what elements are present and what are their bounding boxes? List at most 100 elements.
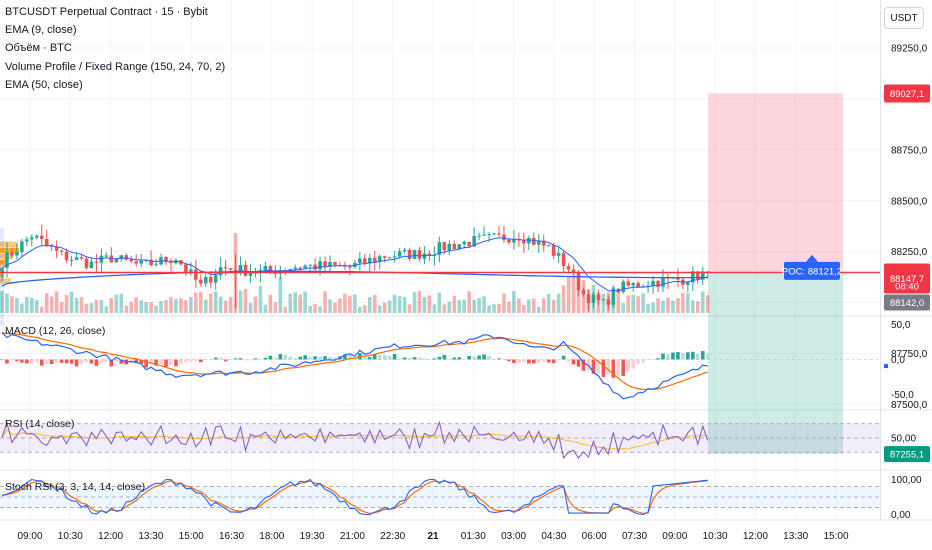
macd-histogram-bar — [49, 359, 54, 365]
macd-histogram-bar — [576, 359, 581, 367]
currency-button[interactable]: USDT — [884, 7, 924, 29]
macd-histogram-bar — [392, 353, 397, 360]
macd-histogram-bar — [15, 359, 19, 362]
volume-bar — [705, 295, 710, 313]
ema50-line — [1, 270, 708, 287]
volume-bar — [631, 294, 635, 313]
volume-bar — [353, 294, 357, 313]
macd-histogram-bar — [154, 359, 158, 366]
candle-body — [228, 268, 233, 270]
candle-body — [566, 266, 571, 270]
chart-grid — [0, 0, 932, 521]
volume-bar — [382, 302, 387, 313]
candle-body — [169, 262, 173, 264]
candle-body — [99, 255, 104, 263]
legend-macd[interactable]: MACD (12, 26, close) — [5, 325, 106, 337]
candle-body — [194, 269, 198, 280]
volume-bar — [492, 304, 496, 313]
volume-bar — [546, 293, 551, 313]
macd-histogram-bar — [666, 354, 670, 360]
volume-bar — [69, 291, 74, 313]
volume-bar — [174, 298, 178, 313]
stop-price-badge: 87255,1 — [890, 450, 924, 461]
candle-body — [576, 271, 581, 291]
legend-volume[interactable]: Объём · BTC — [5, 42, 72, 54]
volume-bar — [184, 300, 188, 313]
legend-ema9[interactable]: EMA (9, close) — [5, 24, 77, 36]
volume-bar — [497, 304, 501, 313]
macd-histogram-bar — [313, 356, 317, 360]
candle-body — [556, 253, 561, 256]
macd-histogram-bar — [571, 359, 576, 365]
vp-row — [0, 260, 5, 266]
vp-row-faint — [0, 252, 4, 259]
candle-body — [293, 267, 298, 270]
macd-histogram-bar — [184, 359, 188, 363]
volume-bar — [502, 293, 506, 313]
macd-histogram-bar — [323, 356, 327, 360]
candle-body — [154, 264, 158, 266]
candle-body — [318, 261, 322, 270]
macd-histogram-bar — [189, 359, 193, 362]
legend-rsi[interactable]: RSI (14, close) — [5, 418, 75, 430]
volume-bar — [407, 304, 412, 313]
candle-body — [502, 234, 506, 240]
candle-body — [661, 277, 665, 287]
time-axis[interactable]: 09:00 10:30 12:00 13:30 15:00 16:30 18:00 19:30… — [17, 531, 848, 542]
candle-body — [114, 258, 119, 263]
candle-body — [54, 246, 59, 251]
time-tick-label: 13:30 — [783, 531, 808, 542]
volume-bar — [626, 295, 631, 313]
candle-body — [243, 264, 248, 276]
candle-body — [477, 235, 481, 237]
price-axis[interactable]: 89250,0 88750,0 88500,0 88250,0 87750,0 87500… — [891, 44, 928, 521]
candle-body — [442, 242, 447, 251]
macd-histogram-bar — [487, 355, 491, 360]
candle-body — [392, 256, 397, 258]
volume-bar — [387, 300, 392, 313]
price-tick-label: 89250,0 — [891, 44, 928, 55]
macd-histogram-bar — [20, 359, 24, 363]
legend-volume-profile[interactable]: Volume Profile / Fixed Range (150, 24, 7… — [5, 61, 226, 73]
macd-histogram-bar — [114, 359, 119, 362]
volume-bar — [144, 301, 148, 313]
volume-bar — [566, 276, 571, 313]
legend-ema50[interactable]: EMA (50, close) — [5, 79, 83, 91]
volume-bar — [25, 296, 29, 313]
candle-body — [348, 266, 352, 268]
volume-bar — [203, 299, 208, 313]
volume-bar — [104, 306, 109, 313]
candle-body — [631, 283, 635, 286]
volume-bar — [651, 302, 655, 313]
macd-histogram-bar — [681, 352, 685, 360]
macd-histogram-bar — [507, 359, 511, 362]
volume-bar — [447, 301, 452, 313]
candle-body — [551, 245, 556, 256]
macd-histogram-bar — [298, 356, 302, 360]
candle-body — [124, 255, 129, 260]
macd-histogram-bar — [591, 359, 596, 374]
macd-histogram-bar — [502, 359, 506, 360]
macd-tick-label: 50,0 — [891, 320, 911, 331]
volume-bar — [89, 303, 94, 313]
volume-bar — [199, 291, 203, 313]
volume-bar — [442, 304, 447, 313]
candle-body — [412, 250, 417, 259]
time-tick-label: 16:30 — [219, 531, 244, 542]
candle-body — [656, 280, 660, 287]
time-tick-label: 09:00 — [662, 531, 687, 542]
candle-body — [189, 269, 193, 272]
chart-title[interactable]: BTCUSDT Perpetual Contract · 15 · Bybit — [5, 6, 208, 18]
stoch-tick-label: 100,00 — [891, 475, 922, 486]
candle-body — [447, 243, 452, 251]
candle-body — [676, 277, 680, 280]
volume-bar — [338, 298, 342, 313]
candle-body — [129, 259, 134, 262]
macd-histogram-bar — [596, 359, 601, 374]
rsi-band — [0, 423, 880, 453]
time-tick-label: 15:00 — [179, 531, 204, 542]
candle-body — [467, 241, 471, 247]
stoch-tick-label: 0,00 — [891, 510, 911, 521]
legend-stoch-rsi[interactable]: Stoch RSI (3, 3, 14, 14, close) — [5, 481, 146, 493]
